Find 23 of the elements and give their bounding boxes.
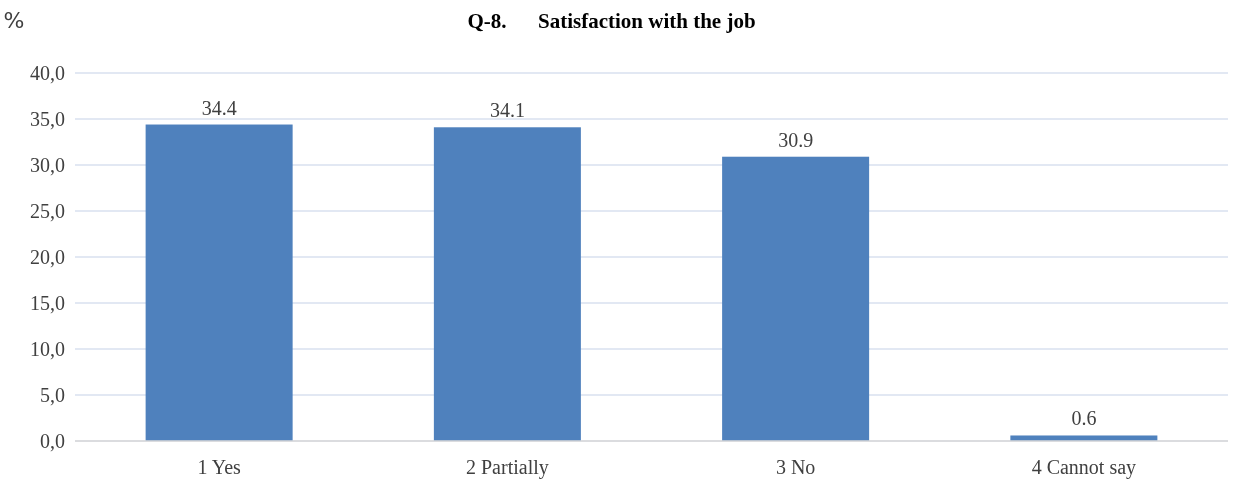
bar xyxy=(145,124,293,441)
data-label: 30.9 xyxy=(778,128,814,151)
y-tick-label: 25,0 xyxy=(30,200,65,222)
x-tick-label: 2 Partially xyxy=(465,456,549,479)
chart-title: Q-8. Satisfaction with the job xyxy=(467,9,756,33)
y-tick-label: 40,0 xyxy=(30,62,65,84)
x-tick-label: 3 No xyxy=(775,456,816,478)
x-tick-label: 4 Cannot say xyxy=(1031,456,1137,479)
y-tick-label: 15,0 xyxy=(30,292,65,314)
data-label: 34.1 xyxy=(489,99,525,122)
y-tick-label: 20,0 xyxy=(30,246,65,268)
y-tick-label: 35,0 xyxy=(30,108,65,130)
x-tick-label: 1 Yes xyxy=(197,456,242,478)
data-label: 34.4 xyxy=(201,96,237,119)
bar xyxy=(1010,435,1158,441)
y-axis-title: % xyxy=(3,8,25,33)
y-tick-label: 0,0 xyxy=(40,430,65,452)
data-label: 0.6 xyxy=(1071,407,1097,430)
y-tick-label: 30,0 xyxy=(30,154,65,176)
y-tick-label: 10,0 xyxy=(30,338,65,360)
y-tick-label: 5,0 xyxy=(40,384,65,406)
bar xyxy=(433,127,581,441)
bar xyxy=(722,156,870,441)
